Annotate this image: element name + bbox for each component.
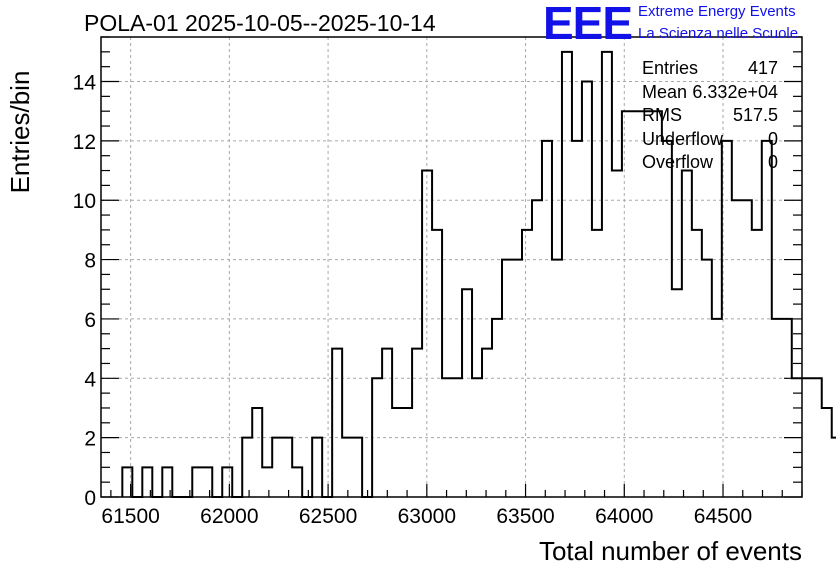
histogram-bin (522, 230, 532, 497)
histogram-bin (462, 289, 472, 497)
y-tick-label: 8 (84, 250, 96, 273)
x-tick-label: 64500 (694, 505, 752, 528)
histogram-bin (392, 408, 402, 497)
histogram-bin (192, 467, 202, 497)
stat-value: 0 (767, 128, 778, 149)
axis-ticks (101, 36, 803, 498)
x-tick-label: 62000 (200, 505, 258, 528)
y-tick-label: 2 (84, 428, 96, 451)
histogram-bin (312, 438, 322, 497)
stat-key: Entries (642, 58, 699, 78)
histogram-bin (622, 111, 632, 497)
stat-row-rms: RMS 517.5 (642, 105, 778, 129)
histogram-bin (432, 230, 442, 497)
histogram-bin (222, 467, 232, 497)
histogram-bin (712, 319, 722, 497)
histogram-bin (262, 467, 272, 497)
histogram-bin (602, 52, 612, 497)
eee-logo-line1: Extreme Energy Events (638, 3, 796, 20)
histogram-bin (292, 467, 302, 497)
stat-value: 6.332e+04 (692, 81, 778, 102)
stat-key: Overflow (642, 152, 714, 172)
histogram-bin (772, 319, 782, 497)
y-axis-label: Entries/bin (5, 71, 45, 194)
stat-value: 517.5 (732, 105, 778, 125)
histogram-bin (752, 230, 762, 497)
histogram-bin (532, 200, 542, 497)
x-tick-label: 63500 (496, 505, 554, 528)
histogram-bin (332, 349, 342, 497)
histogram-bin (242, 438, 252, 497)
histogram-bin (692, 230, 702, 497)
histogram-outline (121, 50, 836, 498)
histogram-bin (352, 438, 362, 497)
histogram-bin (592, 230, 602, 497)
eee-logo-line2: La Scienza nelle Scuole (638, 25, 799, 42)
grid-lines (101, 37, 802, 497)
histogram-bin (272, 438, 282, 497)
y-tick-label: 0 (84, 487, 96, 510)
chart-title: POLA-01 2025-10-05--2025-10-14 (84, 10, 436, 36)
y-tick-label: 14 (73, 72, 97, 95)
histogram-bin (562, 52, 572, 497)
y-tick-label: 12 (73, 131, 96, 154)
stat-row-entries: Entries 417 (642, 58, 778, 82)
tick-labels: 61500 62000 62500 63000 63500 64000 64500 0 2 4 6 8… (73, 72, 753, 528)
x-axis-label: Total number of events (538, 536, 802, 566)
histogram-bin (492, 319, 502, 497)
stats-box: Entries 417 Mean 6.332e+04 RMS 517.5 Und… (642, 58, 778, 176)
x-tick-label: 64000 (595, 505, 653, 528)
histogram-bin (822, 408, 832, 497)
x-tick-label: 62500 (299, 505, 357, 528)
y-tick-label: 6 (84, 309, 96, 332)
histogram-bin (582, 82, 592, 497)
histogram-bin (282, 438, 292, 497)
y-tick-label: 10 (73, 190, 96, 213)
histogram-bin (202, 467, 212, 497)
histogram-bin (832, 438, 836, 497)
histogram-bin (402, 408, 412, 497)
stat-row-mean: Mean 6.332e+04 (642, 82, 778, 106)
histogram-bin (732, 200, 742, 497)
stat-row-underflow: Underflow 0 (642, 129, 778, 153)
histogram-bin (612, 171, 622, 497)
stat-key: Underflow (642, 128, 724, 149)
eee-logo: EEE (543, 0, 633, 49)
x-tick-label: 63000 (398, 505, 456, 528)
histogram-bin (252, 408, 262, 497)
histogram-bin (382, 349, 392, 497)
histogram-bin (742, 200, 752, 497)
histogram-bin (412, 349, 422, 497)
histogram-bin (162, 467, 172, 497)
stat-value: 417 (747, 58, 778, 78)
stat-key: RMS (642, 105, 682, 125)
histogram-bin (342, 438, 352, 497)
stat-value: 0 (767, 152, 778, 172)
stat-key: Mean (642, 81, 688, 102)
plot-frame (100, 36, 803, 498)
histogram-bin (672, 289, 682, 497)
histogram-bin (632, 111, 642, 497)
stat-row-overflow: Overflow 0 (642, 152, 778, 176)
histogram-bin (812, 378, 822, 497)
histogram-bin (782, 319, 792, 497)
histogram-bin (802, 378, 812, 497)
y-tick-label: 4 (84, 368, 96, 391)
histogram-bin (482, 349, 492, 497)
y-axis-label-text: Entries/bin (5, 70, 35, 194)
histogram-bin (682, 171, 692, 497)
x-tick-label: 61500 (101, 505, 159, 528)
